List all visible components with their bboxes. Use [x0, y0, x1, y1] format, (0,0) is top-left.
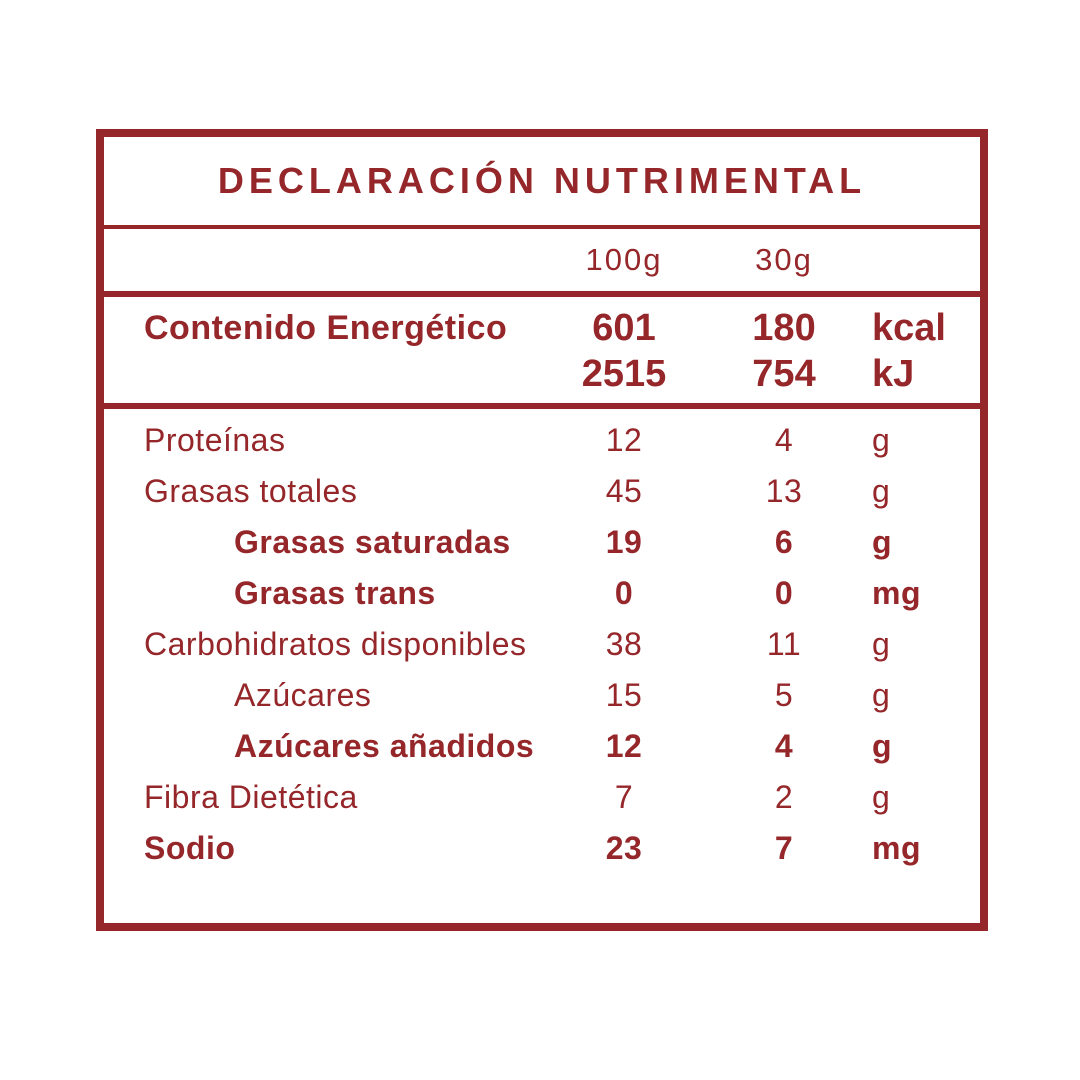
nutrient-value-30g: 4: [774, 728, 794, 764]
nutrient-unit: g: [872, 626, 891, 662]
nutrient-label: Grasas trans: [234, 575, 436, 611]
nutrient-value-100g: 15: [605, 677, 643, 713]
nutrient-label: Fibra Dietética: [144, 779, 358, 815]
nutrient-unit: g: [872, 422, 891, 458]
energy-section: Contenido Energético 601 180 kcal 2515 7…: [104, 297, 980, 409]
nutrient-row: Proteínas 12 4 g: [104, 415, 980, 466]
nutrient-value-30g: 13: [765, 473, 803, 509]
nutrient-label: Sodio: [144, 830, 236, 866]
nutrient-value-100g: 19: [605, 524, 643, 560]
nutrient-unit: mg: [872, 575, 921, 611]
nutrient-label: Azúcares: [234, 677, 372, 713]
nutrient-value-30g: 6: [774, 524, 794, 560]
nutrient-value-30g: 4: [774, 422, 794, 458]
nutrient-value-30g: 0: [774, 575, 794, 611]
column-header-row: 100g 30g: [104, 229, 980, 297]
energy-value-30g-kj: 754: [752, 352, 816, 395]
nutrient-label: Grasas saturadas: [234, 524, 511, 560]
nutrient-label: Proteínas: [144, 422, 286, 458]
energy-value-30g-kcal: 180: [752, 306, 816, 349]
energy-row-kj: 2515 754 kJ: [104, 351, 980, 397]
nutrient-row: Grasas saturadas 19 6 g: [104, 517, 980, 568]
nutrient-value-100g: 12: [605, 728, 643, 764]
nutrient-value-100g: 0: [614, 575, 634, 611]
energy-row-kcal: Contenido Energético 601 180 kcal: [104, 305, 980, 351]
nutrient-unit: g: [872, 779, 891, 815]
nutrient-row: Sodio 23 7 mg: [104, 823, 980, 874]
nutrient-value-100g: 23: [605, 830, 643, 866]
nutrient-row: Azúcares añadidos 12 4 g: [104, 721, 980, 772]
nutrient-value-100g: 12: [605, 422, 643, 458]
energy-unit-kj: kJ: [872, 352, 915, 395]
nutrient-value-100g: 38: [605, 626, 643, 662]
nutrient-label: Azúcares añadidos: [234, 728, 535, 764]
nutrient-unit: g: [872, 677, 891, 713]
nutrient-label: Carbohidratos disponibles: [144, 626, 527, 662]
nutrient-row: Carbohidratos disponibles 38 11 g: [104, 619, 980, 670]
energy-value-100g-kcal: 601: [592, 306, 656, 349]
nutrition-facts-panel: DECLARACIÓN NUTRIMENTAL 100g 30g Conteni…: [96, 129, 988, 931]
nutrient-unit: g: [872, 728, 893, 764]
nutrient-value-30g: 2: [774, 779, 794, 815]
nutrient-row: Grasas trans 0 0 mg: [104, 568, 980, 619]
nutrient-row: Fibra Dietética 7 2 g: [104, 772, 980, 823]
nutrient-row: Azúcares 15 5 g: [104, 670, 980, 721]
nutrient-label: Grasas totales: [144, 473, 358, 509]
nutrient-value-30g: 11: [766, 626, 802, 662]
energy-unit-kcal: kcal: [872, 306, 946, 349]
column-header-30g: 30g: [755, 242, 813, 277]
nutrient-value-100g: 7: [614, 779, 634, 815]
nutrient-unit: g: [872, 524, 893, 560]
nutrient-value-30g: 5: [774, 677, 794, 713]
nutrient-value-30g: 7: [774, 830, 794, 866]
nutrient-unit: g: [872, 473, 891, 509]
energy-value-100g-kj: 2515: [581, 352, 667, 395]
page-title: DECLARACIÓN NUTRIMENTAL: [217, 160, 867, 201]
column-header-100g: 100g: [585, 242, 663, 277]
nutrient-list: Proteínas 12 4 g Grasas totales 45 13 g …: [104, 409, 980, 874]
nutrient-value-100g: 45: [605, 473, 643, 509]
panel-header: DECLARACIÓN NUTRIMENTAL: [104, 137, 980, 229]
energy-label: Contenido Energético: [144, 308, 508, 347]
nutrient-unit: mg: [872, 830, 921, 866]
nutrient-row: Grasas totales 45 13 g: [104, 466, 980, 517]
